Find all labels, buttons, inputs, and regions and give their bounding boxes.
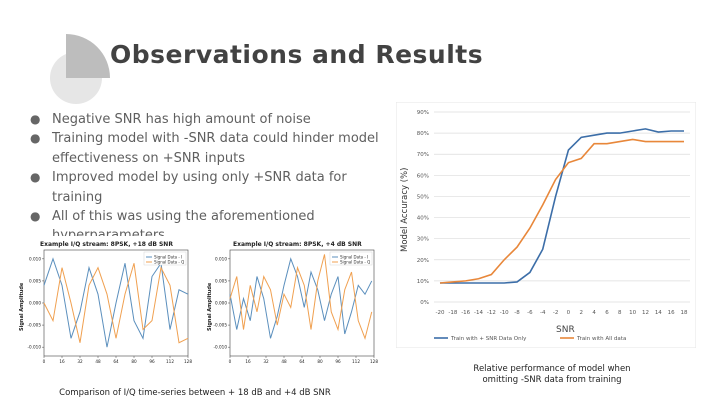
x-tick-label: 16 bbox=[668, 310, 675, 316]
x-tick-label: -2 bbox=[553, 310, 558, 316]
iq-chart-18db: Example I/Q stream: 8PSK, +18 dB SNR Sig… bbox=[14, 236, 200, 370]
y-tick-label: 40% bbox=[417, 216, 429, 222]
x-tick-label: -8 bbox=[514, 310, 520, 316]
bullet-text: Negative SNR has high amount of noise bbox=[52, 112, 311, 127]
y-tick-label: 90% bbox=[417, 110, 429, 116]
x-tick-label: 8 bbox=[618, 310, 622, 316]
x-tick-label: 64 bbox=[113, 359, 119, 364]
y-tick-label: 80% bbox=[417, 131, 429, 137]
x-tick-label: 14 bbox=[655, 310, 662, 316]
legend-label: Train with All data bbox=[576, 336, 626, 342]
y-tick-label: 0.010 bbox=[215, 256, 227, 261]
plot-frame bbox=[229, 249, 375, 357]
x-tick-label: -16 bbox=[461, 310, 470, 316]
y-tick-label: 70% bbox=[417, 152, 429, 158]
y-tick-label: 60% bbox=[417, 173, 429, 179]
iq-chart-4db: Example I/Q stream: 8PSK, +4 dB SNR Sign… bbox=[200, 236, 384, 370]
legend-label: Signal Data - Q bbox=[154, 260, 184, 265]
y-tick-label: 0.000 bbox=[215, 301, 227, 306]
bullet-dot-icon: ● bbox=[30, 112, 41, 126]
x-tick-label: 4 bbox=[592, 310, 596, 316]
bullet-dot-icon: ● bbox=[30, 170, 41, 185]
bullet-item: ● Training model with -SNR data could hin… bbox=[30, 129, 400, 168]
y-tick-label: -0.010 bbox=[214, 345, 228, 350]
x-tick-label: 32 bbox=[77, 359, 83, 364]
x-tick-label: 16 bbox=[245, 359, 251, 364]
chart-title: Example I/Q stream: 8PSK, +4 dB SNR bbox=[233, 241, 362, 248]
y-tick-label: 0.005 bbox=[215, 278, 227, 283]
y-tick-label: 0.000 bbox=[29, 301, 41, 306]
x-tick-label: 128 bbox=[184, 359, 192, 364]
x-tick-label: 10 bbox=[629, 310, 636, 316]
y-tick-label: 0% bbox=[420, 300, 429, 306]
accuracy-chart: Model Accuracy (%) SNR 0% 10% 20% 30% 40% 50%… bbox=[396, 102, 696, 348]
x-tick-label: -6 bbox=[527, 310, 533, 316]
bullet-item: ● Negative SNR has high amount of noise bbox=[30, 110, 400, 129]
series-line bbox=[440, 128, 684, 284]
x-tick-label: 80 bbox=[131, 359, 137, 364]
series-line bbox=[43, 263, 189, 344]
x-tick-label: 32 bbox=[263, 359, 269, 364]
series-line bbox=[229, 254, 373, 340]
y-tick-label: -0.005 bbox=[28, 323, 42, 328]
left-caption: Comparison of I/Q time-series between + … bbox=[59, 388, 331, 398]
y-tick-label: 0.010 bbox=[29, 256, 41, 261]
legend-label: Train with + SNR Data Only bbox=[450, 336, 527, 342]
x-tick-label: 48 bbox=[95, 359, 101, 364]
x-tick-label: 2 bbox=[580, 310, 584, 316]
bullet-text: Improved model by using only +SNR data f… bbox=[52, 170, 347, 205]
x-tick-label: -4 bbox=[540, 310, 546, 316]
x-tick-label: 0 bbox=[43, 359, 46, 364]
y-tick-label: 20% bbox=[417, 258, 429, 264]
x-tick-label: 112 bbox=[352, 359, 360, 364]
x-tick-label: 64 bbox=[299, 359, 305, 364]
x-tick-label: -18 bbox=[448, 310, 457, 316]
y-tick-label: -0.005 bbox=[214, 323, 228, 328]
x-tick-label: 96 bbox=[335, 359, 341, 364]
y-tick-label: -0.010 bbox=[28, 345, 42, 350]
y-axis-label: Signal Amplitude bbox=[19, 282, 25, 331]
slide-title: Observations and Results bbox=[110, 40, 484, 69]
x-tick-label: 48 bbox=[281, 359, 287, 364]
chart-title: Example I/Q stream: 8PSK, +18 dB SNR bbox=[40, 241, 173, 248]
y-tick-label: 50% bbox=[417, 194, 429, 200]
x-tick-label: 128 bbox=[370, 359, 378, 364]
y-axis-label: Signal Amplitude bbox=[207, 282, 213, 331]
x-tick-label: -10 bbox=[500, 310, 509, 316]
plot-area: 0.010 0.005 0.000 -0.005 -0.010 0 16 32 48 64 80 96… bbox=[28, 249, 192, 364]
x-tick-label: 0 bbox=[567, 310, 571, 316]
x-tick-label: 80 bbox=[317, 359, 323, 364]
x-tick-label: 18 bbox=[681, 310, 688, 316]
right-caption: Relative performance of model when omitt… bbox=[473, 364, 631, 385]
plot-area: 0%10%20%30%40%50%60%70%80%90%-20 -18 -16 -1… bbox=[417, 110, 690, 342]
bullet-dot-icon: ● bbox=[30, 209, 41, 224]
legend-label: Signal Data - I bbox=[340, 255, 368, 260]
x-tick-label: 112 bbox=[166, 359, 174, 364]
x-tick-label: 16 bbox=[59, 359, 65, 364]
bullet-dot-icon: ● bbox=[30, 131, 41, 146]
decorative-quarter-circle bbox=[66, 34, 110, 78]
y-tick-label: 0.005 bbox=[29, 278, 41, 283]
bullet-item: ● Improved model by using only +SNR data … bbox=[30, 168, 400, 207]
x-tick-label: 12 bbox=[642, 310, 649, 316]
x-tick-label: 96 bbox=[149, 359, 155, 364]
series-line bbox=[439, 138, 684, 284]
x-tick-label: -14 bbox=[474, 310, 483, 316]
plot-area: 0.010 0.005 0.000 -0.005 -0.010 0 16 32 48 64 80 96… bbox=[214, 249, 378, 364]
x-tick-label: 0 bbox=[229, 359, 232, 364]
legend-box bbox=[329, 251, 373, 266]
x-tick-label: 6 bbox=[605, 310, 609, 316]
y-tick-label: 30% bbox=[417, 237, 429, 243]
series-line bbox=[43, 257, 189, 348]
bullet-text: Training model with -SNR data could hind… bbox=[52, 131, 379, 166]
legend-label: Signal Data - Q bbox=[340, 260, 370, 265]
y-tick-label: 10% bbox=[417, 279, 429, 285]
legend-box bbox=[143, 251, 187, 266]
bullet-list: ● Negative SNR has high amount of noise ●… bbox=[30, 110, 400, 246]
x-tick-label: -20 bbox=[436, 310, 445, 316]
x-tick-label: -12 bbox=[487, 310, 496, 316]
y-axis-label: Model Accuracy (%) bbox=[400, 168, 410, 252]
legend-label: Signal Data - I bbox=[154, 255, 182, 260]
x-axis-label: SNR bbox=[556, 325, 575, 335]
